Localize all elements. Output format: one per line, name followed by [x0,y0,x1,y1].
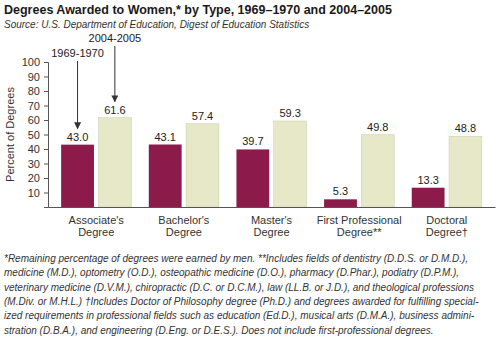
x-tick-label-line: Bachelor's [158,214,210,226]
y-axis-title: Percent of Degrees [4,87,16,182]
footnote-line: *Remaining percentage of degrees were ea… [4,253,468,264]
y-tick-label: 100 [22,56,40,68]
y-tick-mark [44,77,48,78]
data-label: 61.6 [104,104,125,116]
chart: Degrees Awarded to Women,* by Type, 1969… [0,0,500,345]
footnote-line: medicine (M.D.), optometry (O.D.), osteo… [4,267,459,278]
y-tick-label: 20 [28,172,40,184]
y-axis: 10 20 30 40 50 60 70 80 90 100 [22,56,49,207]
y-tick: 50 [28,129,48,141]
footnote-line: (M.Div. or M.H.L.) †Includes Doctor of P… [4,296,479,307]
y-tick-label: 40 [28,143,40,155]
x-tick-label-line: Degree [166,226,202,238]
y-tick-mark [44,193,48,194]
bar [236,149,269,207]
y-tick: 80 [28,85,48,97]
y-tick-mark [44,62,48,63]
x-tick-label-line: Degree [253,226,289,238]
y-tick: 40 [28,143,48,155]
y-tick-mark [44,178,48,179]
x-tick-label-line: Associate's [69,214,125,226]
bar [61,145,94,207]
series-annotations: 1969-1970 2004-2005 [51,32,141,129]
annotation-arrow [77,61,78,129]
x-tick-label: Master'sDegree [251,214,293,239]
y-tick-mark [44,164,48,165]
data-label: 43.1 [154,131,175,143]
x-tick-label-line: First Professional [317,214,402,226]
y-tick-mark [44,106,48,107]
data-label: 13.3 [417,174,438,186]
x-tick: Bachelor'sDegree [158,214,210,239]
y-tick-label: 50 [28,129,40,141]
x-tick-label-line: Degree [78,226,114,238]
title: Degrees Awarded to Women,* by Type, 1969… [4,3,392,17]
subtitle: Source: U.S. Department of Education, Di… [4,19,309,30]
series-label: 2004-2005 [89,32,142,44]
data-label: 39.7 [242,135,263,147]
x-tick-label-line: Doctoral [426,214,467,226]
bar [98,118,131,207]
y-tick-label: 90 [28,71,40,83]
x-tick-label: Associate'sDegree [69,214,125,239]
y-axis-line [44,63,49,208]
data-label: 43.0 [67,131,88,143]
y-tick-label: 30 [28,158,40,170]
x-tick-label: DoctoralDegree† [426,214,468,239]
y-tick: 10 [28,187,48,199]
x-tick-label-line: Master's [251,214,293,226]
x-tick: First ProfessionalDegree** [317,214,402,239]
footnote-line: veterinary medicine (D.V.M.), chiropract… [4,282,474,293]
y-tick-label: 60 [28,114,40,126]
x-tick: Master'sDegree [251,214,293,239]
y-tick-label: 70 [28,100,40,112]
x-tick: Associate'sDegree [69,214,125,239]
bar [186,124,219,207]
footnote-line: ized requirements in professional fields… [4,310,475,321]
x-tick-label: First ProfessionalDegree** [317,214,402,239]
bar [361,135,394,207]
x-tick-label-line: Degree† [426,226,468,238]
bar-series [98,118,481,207]
y-tick: 60 [28,114,48,126]
series-label: 1969-1970 [51,47,104,59]
y-tick: 100 [22,56,48,68]
x-tick: DoctoralDegree† [426,214,468,239]
bars [61,118,482,207]
y-tick: 70 [28,100,48,112]
footnote-line: stration (D.B.A.), and engineering (D.En… [4,325,434,336]
x-axis: Associate'sDegreeBachelor'sDegreeMaster'… [49,208,496,239]
x-tick-label: Bachelor'sDegree [158,214,210,239]
x-axis-line [49,207,496,208]
footnote: *Remaining percentage of degrees were ea… [4,253,479,336]
y-tick-label: 80 [28,85,40,97]
bar [449,136,482,207]
annotation-arrow [114,46,115,102]
y-tick-mark [44,149,48,150]
data-label: 48.8 [455,122,476,134]
data-labels: 43.0 43.1 39.7 5.3 13.3 61.6 57.4 59.3 49.8 48.8 [67,104,476,198]
x-tick-label-line: Degree** [337,226,382,238]
bar [412,188,445,207]
data-label: 57.4 [192,110,213,122]
data-label: 49.8 [367,121,388,133]
bar [149,145,182,207]
bar [274,121,307,207]
y-tick-mark [44,91,48,92]
data-label: 5.3 [333,185,348,197]
y-tick: 20 [28,172,48,184]
y-tick-label: 10 [28,187,40,199]
y-tick: 30 [28,158,48,170]
y-tick: 90 [28,71,48,83]
bar [324,199,357,207]
y-tick-mark [44,135,48,136]
y-tick-mark [44,120,48,121]
data-label: 59.3 [279,107,300,119]
